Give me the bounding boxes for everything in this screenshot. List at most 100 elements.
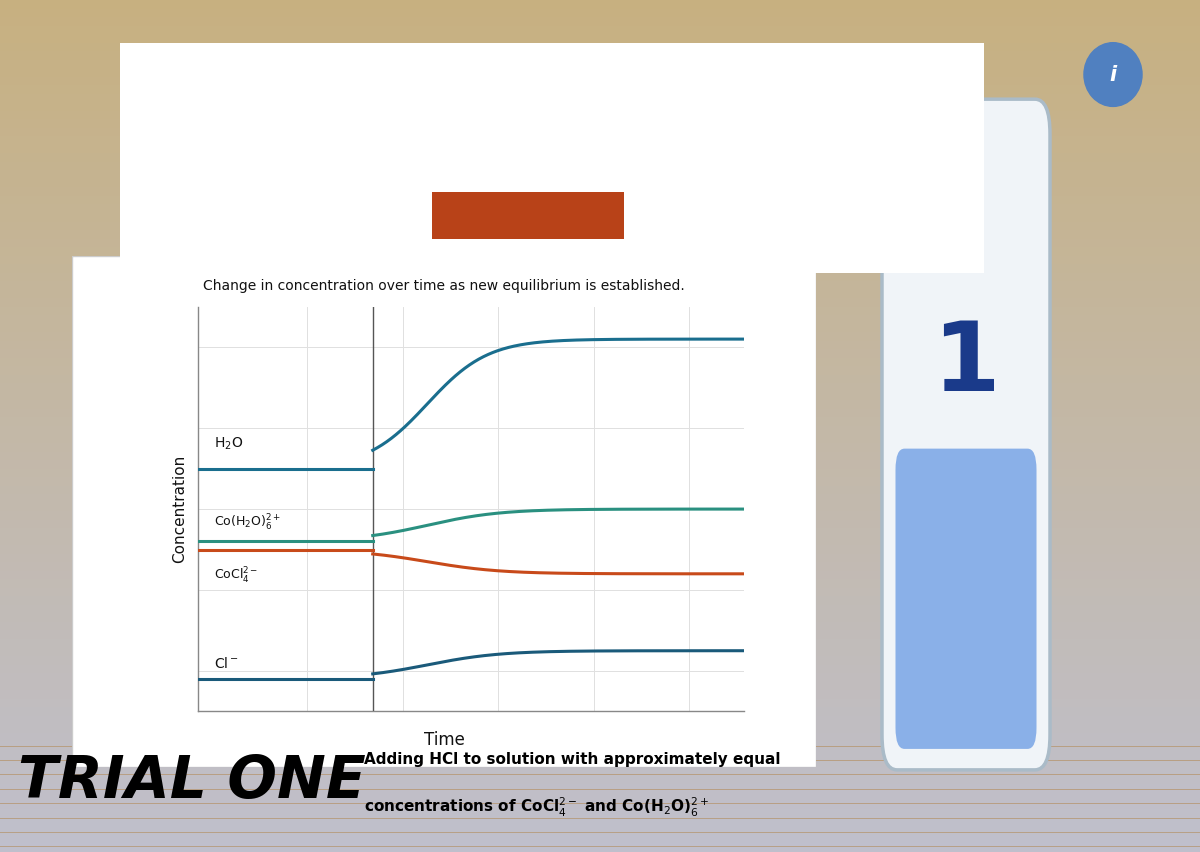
Bar: [0, 571, 1200, 579]
Bar: [0, 648, 1200, 656]
Bar: [0, 826, 1200, 835]
Bar: [0, 179, 1200, 187]
Y-axis label: Concentration: Concentration: [172, 455, 187, 563]
Bar: [0, 630, 1200, 639]
Bar: [0, 409, 1200, 417]
Bar: [0, 85, 1200, 94]
Text: Time: Time: [424, 731, 464, 749]
Bar: [0, 68, 1200, 77]
Text: i: i: [1110, 65, 1116, 84]
Bar: [0, 392, 1200, 400]
Bar: [0, 77, 1200, 85]
Bar: [0, 349, 1200, 358]
Bar: [0, 545, 1200, 554]
Bar: [0, 767, 1200, 775]
Bar: [0, 843, 1200, 852]
Bar: [0, 400, 1200, 409]
Bar: [0, 554, 1200, 562]
Bar: [0, 204, 1200, 213]
Bar: [0, 537, 1200, 545]
FancyBboxPatch shape: [422, 189, 634, 241]
Bar: [0, 136, 1200, 145]
Bar: [0, 230, 1200, 239]
Circle shape: [1084, 43, 1142, 106]
Bar: [0, 94, 1200, 102]
Bar: [0, 469, 1200, 477]
Bar: [0, 503, 1200, 511]
Bar: [0, 588, 1200, 596]
Bar: [0, 273, 1200, 281]
Bar: [0, 426, 1200, 435]
Bar: [0, 17, 1200, 26]
Bar: [0, 460, 1200, 469]
Bar: [0, 809, 1200, 818]
Bar: [0, 528, 1200, 537]
Bar: [0, 128, 1200, 136]
Bar: [0, 613, 1200, 622]
Bar: [0, 213, 1200, 222]
FancyBboxPatch shape: [103, 38, 1001, 277]
Bar: [0, 102, 1200, 111]
Bar: [0, 34, 1200, 43]
Bar: [0, 256, 1200, 264]
Bar: [0, 43, 1200, 51]
Bar: [0, 562, 1200, 571]
Bar: [0, 119, 1200, 128]
Bar: [0, 750, 1200, 758]
Bar: [0, 477, 1200, 486]
Bar: [0, 51, 1200, 60]
Bar: [0, 9, 1200, 17]
Text: TRIAL ONE: TRIAL ONE: [18, 753, 365, 810]
Bar: [0, 520, 1200, 528]
Bar: [0, 196, 1200, 204]
Text: 1: 1: [932, 318, 1000, 412]
Bar: [0, 366, 1200, 375]
Bar: [0, 605, 1200, 613]
Bar: [0, 639, 1200, 648]
Bar: [0, 111, 1200, 119]
Text: solution, and the equilibrium graph.: solution, and the equilibrium graph.: [172, 133, 497, 151]
Bar: [0, 290, 1200, 298]
Text: CoCl$_4^{2-}$: CoCl$_4^{2-}$: [215, 566, 259, 586]
Bar: [0, 383, 1200, 392]
Bar: [0, 375, 1200, 383]
Bar: [0, 239, 1200, 247]
Bar: [0, 60, 1200, 68]
Bar: [0, 26, 1200, 34]
Bar: [0, 775, 1200, 784]
Bar: [0, 741, 1200, 750]
Bar: [0, 699, 1200, 707]
Bar: [0, 145, 1200, 153]
Bar: [0, 324, 1200, 332]
Bar: [0, 0, 1200, 9]
Bar: [0, 716, 1200, 724]
Text: Co(H$_2$O)$_6^{2+}$: Co(H$_2$O)$_6^{2+}$: [215, 513, 282, 533]
Bar: [0, 801, 1200, 809]
Bar: [0, 596, 1200, 605]
Bar: [0, 332, 1200, 341]
Bar: [0, 835, 1200, 843]
Bar: [0, 264, 1200, 273]
Bar: [0, 187, 1200, 196]
Bar: [0, 162, 1200, 170]
Bar: [0, 417, 1200, 426]
Bar: [0, 298, 1200, 307]
Bar: [0, 452, 1200, 460]
Bar: [0, 707, 1200, 716]
Text: concentrations of CoCl$_4^{2-}$ and Co(H$_2$O)$_6^{2+}$: concentrations of CoCl$_4^{2-}$ and Co(H…: [364, 796, 709, 819]
Bar: [0, 579, 1200, 588]
Bar: [0, 690, 1200, 699]
Bar: [0, 358, 1200, 366]
Bar: [0, 733, 1200, 741]
FancyBboxPatch shape: [72, 256, 816, 767]
Bar: [0, 682, 1200, 690]
Bar: [0, 435, 1200, 443]
Bar: [0, 307, 1200, 315]
Bar: [0, 784, 1200, 792]
Bar: [0, 153, 1200, 162]
Text: CONTINUE: CONTINUE: [474, 205, 582, 225]
Text: Adding HCl to solution with approximately equal: Adding HCl to solution with approximatel…: [364, 752, 780, 768]
Bar: [0, 665, 1200, 673]
Text: H$_2$O: H$_2$O: [215, 436, 244, 452]
Bar: [0, 341, 1200, 349]
